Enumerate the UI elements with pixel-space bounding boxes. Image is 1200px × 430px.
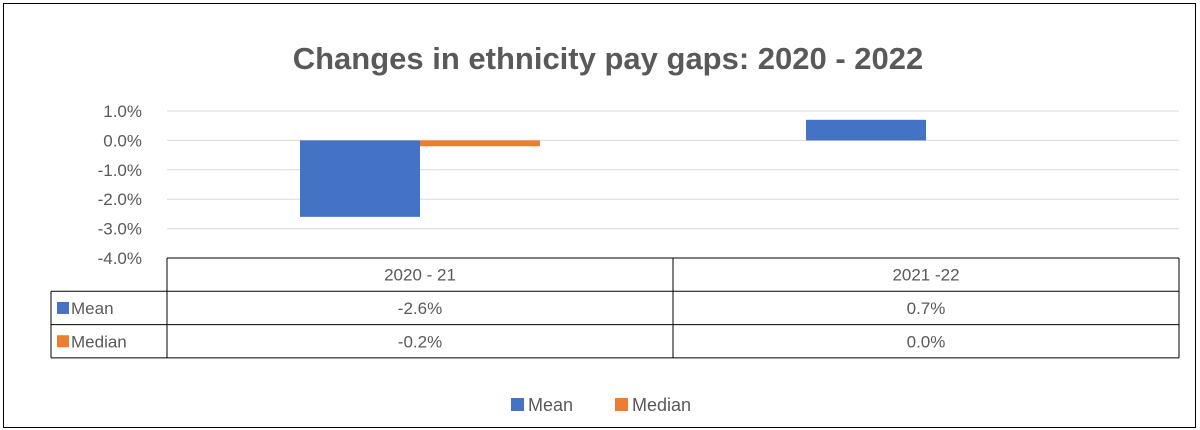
bars (300, 119, 926, 217)
y-tick-label: -1.0% (98, 161, 142, 180)
chart-svg: Changes in ethnicity pay gaps: 2020 - 20… (50, 41, 1180, 415)
table-series-name: Mean (71, 299, 114, 318)
legend-label: Mean (528, 395, 573, 415)
y-tick-label: -4.0% (98, 249, 142, 268)
data-label: 0.7% (907, 299, 946, 318)
legend-swatch (511, 398, 524, 411)
table-series-name: Median (71, 332, 127, 351)
data-label: -2.6% (398, 299, 442, 318)
data-label: -0.2% (398, 332, 442, 351)
category-label: 2021 -22 (892, 266, 959, 285)
y-axis-ticks: 1.0% 0.0% -1.0% -2.0% -3.0% -4.0% (98, 102, 142, 268)
bar-mean-0 (300, 140, 420, 217)
legend-swatch (615, 398, 628, 411)
chart-title: Changes in ethnicity pay gaps: 2020 - 20… (293, 41, 924, 76)
legend-label: Median (632, 395, 691, 415)
y-tick-label: 0.0% (103, 131, 142, 150)
legend: Mean Median (511, 395, 691, 415)
bar-median-0 (420, 140, 540, 147)
table-key-swatch (57, 335, 69, 348)
data-table: 2020 - 21 2021 -22 Mean -2.6% 0.7% Median -0.2… (50, 257, 1180, 359)
bar-mean-1 (806, 119, 926, 141)
chart-container: Changes in ethnicity pay gaps: 2020 - 20… (3, 3, 1196, 428)
y-tick-label: -2.0% (98, 190, 142, 209)
data-label: 0.0% (907, 332, 946, 351)
y-tick-label: 1.0% (103, 102, 142, 121)
y-tick-label: -3.0% (98, 220, 142, 239)
table-key-swatch (57, 301, 69, 314)
category-label: 2020 - 21 (384, 266, 456, 285)
